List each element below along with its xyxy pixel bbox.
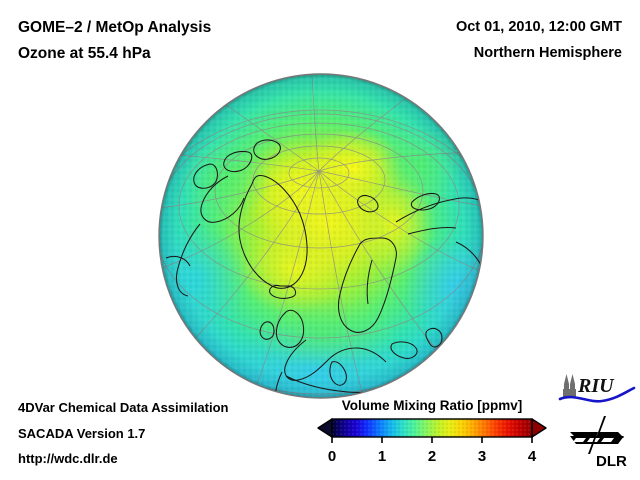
region-label: Northern Hemisphere bbox=[473, 45, 622, 61]
colorbar-scale: 0 1 2 3 4 bbox=[317, 418, 547, 465]
colorbar-tick-label: 1 bbox=[378, 448, 386, 465]
page-title: GOME–2 / MetOp Analysis bbox=[18, 19, 212, 36]
colorbar: Volume Mixing Ratio [ppmv] bbox=[312, 398, 552, 468]
footer-version-label: SACADA Version 1.7 bbox=[18, 426, 146, 441]
riu-logo: RIU bbox=[558, 371, 636, 407]
dlr-logo-icon: DLR bbox=[570, 416, 627, 470]
dlr-logo: DLR bbox=[566, 414, 632, 470]
footer-method-label: 4DVar Chemical Data Assimilation bbox=[18, 400, 229, 415]
globe-map bbox=[156, 72, 486, 402]
riu-wordmark: RIU bbox=[577, 375, 615, 397]
colorbar-title: Volume Mixing Ratio [ppmv] bbox=[341, 398, 523, 413]
dlr-wordmark: DLR bbox=[596, 453, 627, 470]
colorbar-tick-label: 3 bbox=[478, 448, 486, 465]
globe-data-field bbox=[159, 74, 483, 398]
page-subtitle: Ozone at 55.4 hPa bbox=[18, 45, 151, 62]
footer-url-link[interactable]: http://wdc.dlr.de bbox=[18, 451, 118, 466]
globe-limb bbox=[158, 73, 484, 399]
colorbar-tick-label: 2 bbox=[428, 448, 436, 465]
colorbar-tick-label: 0 bbox=[328, 448, 336, 465]
colorbar-tick-label: 4 bbox=[528, 448, 537, 465]
orthographic-projection bbox=[158, 73, 484, 399]
riu-wave-icon bbox=[558, 386, 636, 403]
colorbar-high-extend bbox=[531, 418, 547, 438]
cathedral-spires-icon bbox=[563, 374, 576, 397]
riu-logo-icon: RIU bbox=[558, 374, 636, 403]
colorbar-ticks bbox=[331, 437, 533, 443]
timestamp-label: Oct 01, 2010, 12:00 GMT bbox=[455, 19, 622, 35]
colorbar-low-extend bbox=[317, 418, 333, 438]
dlr-wing-mark-icon bbox=[570, 416, 624, 454]
